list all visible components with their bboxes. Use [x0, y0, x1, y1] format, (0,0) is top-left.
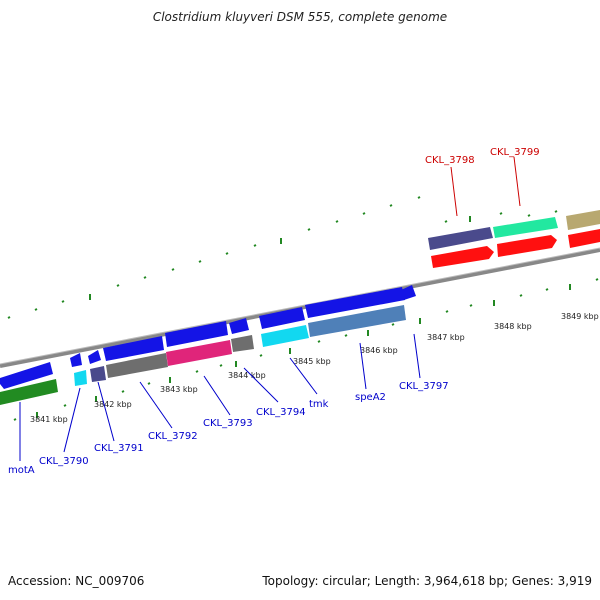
- gene-red-arrow-1[interactable]: [431, 246, 494, 268]
- gene-label-CKL_3798: CKL_3798: [425, 155, 475, 166]
- gene-label-CKL_3794: CKL_3794: [256, 407, 306, 418]
- gene-red-box[interactable]: [568, 229, 600, 248]
- gene-blue-arrow-5[interactable]: [229, 318, 249, 334]
- gene-label-CKL_3792: CKL_3792: [148, 431, 198, 442]
- outer-tick-track: [7, 196, 558, 319]
- gene-CKL_3798-box[interactable]: [428, 227, 493, 250]
- forward-strand-genes: [428, 210, 600, 268]
- kbp-label: 3849 kbp: [561, 312, 599, 321]
- gene-red-arrow-2[interactable]: [497, 235, 557, 257]
- kbp-label: 3846 kbp: [360, 346, 398, 355]
- gene-label-CKL_3793: CKL_3793: [203, 418, 253, 429]
- reverse-label-text: motA CKL_3790 CKL_3791 CKL_3792 CKL_3793…: [8, 381, 449, 476]
- gene-small-blue-1[interactable]: [70, 353, 82, 367]
- genome-stats-text: Topology: circular; Length: 3,964,618 bp…: [262, 574, 592, 588]
- gene-small-blue-2[interactable]: [88, 350, 101, 364]
- kbp-label: 3847 kbp: [427, 333, 465, 342]
- kbp-label: 3845 kbp: [293, 357, 331, 366]
- gene-label-CKL_3791: CKL_3791: [94, 443, 144, 454]
- inner-tick-track: [13, 278, 599, 421]
- gene-CKL_3791-box[interactable]: [90, 366, 106, 382]
- gene-tmk-box[interactable]: [261, 325, 309, 347]
- gene-CKL_3790-box[interactable]: [74, 370, 87, 386]
- gene-speA2-box[interactable]: [308, 305, 406, 337]
- gene-blue-arrow-3[interactable]: [103, 336, 164, 361]
- accession-text: Accession: NC_009706: [8, 574, 145, 588]
- gene-CKL_3794-box[interactable]: [231, 335, 254, 352]
- gene-label-speA2: speA2: [355, 392, 386, 403]
- gene-label-CKL_3790: CKL_3790: [39, 456, 89, 467]
- gene-label-motA: motA: [8, 465, 35, 476]
- gene-motA-box[interactable]: [0, 379, 58, 405]
- reverse-labels: [19, 333, 421, 461]
- gene-olive-box[interactable]: [566, 210, 600, 230]
- gene-CKL_3799-box[interactable]: [493, 217, 558, 238]
- gene-blue-arrow-8[interactable]: [401, 285, 416, 300]
- gene-label-CKL_3797: CKL_3797: [399, 381, 449, 392]
- gene-blue-arrow-7[interactable]: [305, 287, 405, 318]
- gene-blue-arrow-6[interactable]: [259, 307, 305, 329]
- kbp-label: 3848 kbp: [494, 322, 532, 331]
- forward-labels: CKL_3798 CKL_3799: [425, 147, 540, 217]
- kbp-scale: 3841 kbp 3842 kbp 3843 kbp 3844 kbp 3845…: [30, 312, 599, 424]
- gene-label-tmk: tmk: [309, 399, 329, 410]
- kbp-label: 3841 kbp: [30, 415, 68, 424]
- gene-blue-left-arrow[interactable]: [0, 362, 53, 389]
- reverse-strand-genes: [0, 285, 416, 405]
- kbp-label: 3843 kbp: [160, 385, 198, 394]
- gene-blue-arrow-4[interactable]: [165, 321, 228, 347]
- gene-CKL_3793-box[interactable]: [166, 340, 232, 366]
- gene-label-CKL_3799: CKL_3799: [490, 147, 540, 158]
- kbp-label: 3844 kbp: [228, 371, 266, 380]
- gene-CKL_3792-box[interactable]: [106, 353, 168, 378]
- kbp-label: 3842 kbp: [94, 400, 132, 409]
- map-title: Clostridium kluyveri DSM 555, complete g…: [152, 10, 448, 24]
